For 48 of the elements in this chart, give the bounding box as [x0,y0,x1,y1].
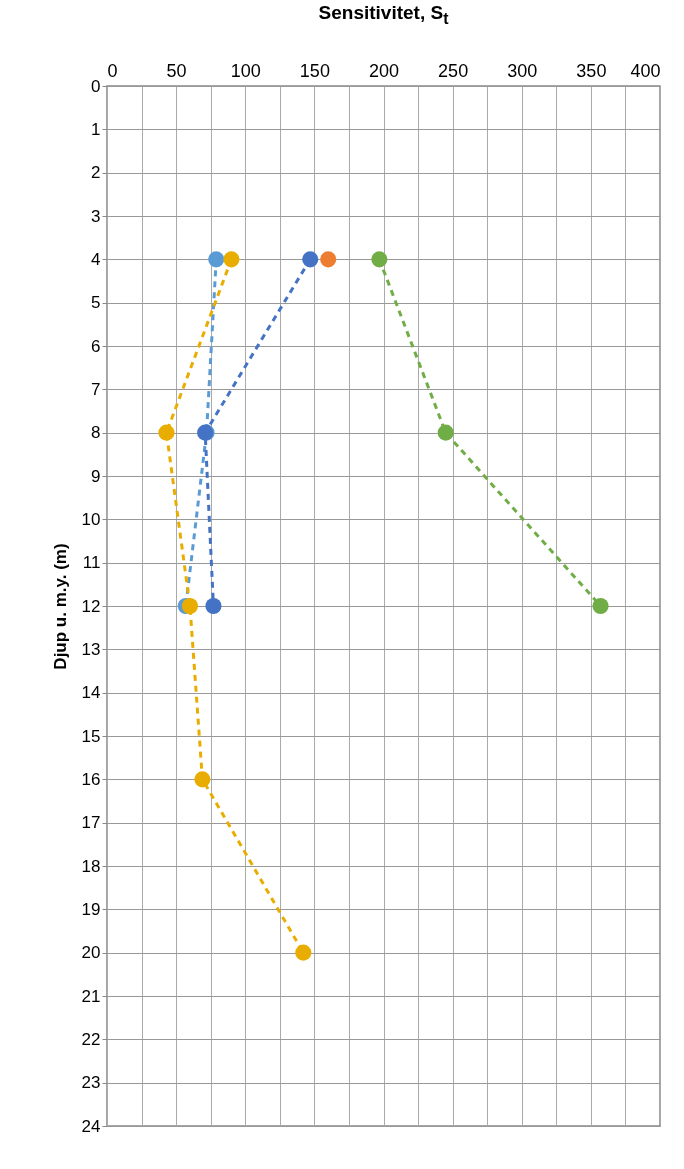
point [592,597,609,615]
y-tick-label: 5 [91,293,101,313]
y-axis-title: Djup u. m.y. (m) [50,543,70,670]
point [158,424,175,441]
x-tick-label: 250 [438,60,469,81]
y-tick-label: 12 [81,596,101,616]
x-tick-label: 50 [166,60,187,81]
point [371,251,388,268]
x-tick-label: 100 [230,60,261,81]
y-tick-label: 16 [81,769,101,789]
y-tick-label: 10 [81,509,101,529]
y-tick-label: 14 [81,683,101,703]
y-tick-label: 15 [81,726,101,746]
point [320,251,337,268]
y-tick-label: 0 [91,76,101,96]
y-tick-label: 6 [91,336,101,356]
x-tick-label: 350 [576,60,607,81]
point [223,251,240,268]
y-tick-label: 18 [81,856,101,876]
y-tick-label: 3 [91,206,101,226]
point [295,944,312,961]
y-tick-label: 1 [91,119,101,139]
point [437,424,454,441]
y-tick-label: 21 [81,986,101,1006]
y-tick-label: 11 [82,553,101,573]
x-tick-label: 150 [299,60,330,81]
y-tick-label: 7 [91,379,101,399]
y-tick-label: 20 [81,943,101,963]
y-tick-label: 22 [81,1029,101,1049]
y-tick-label: 8 [91,423,101,443]
y-tick-label: 9 [91,466,101,486]
point [205,597,222,615]
y-tick-label: 2 [91,163,101,183]
x-axis-title: Sensitivitet, S$_{t}$ [317,2,450,28]
point [181,597,199,615]
x-tick-label: 400 [630,60,661,81]
y-tick-label: 13 [81,639,101,659]
x-tick-label: 0 [107,60,118,81]
x-tick-label: 300 [507,60,538,81]
point [302,251,319,268]
y-tick-label: 4 [91,249,101,269]
y-tick-label: 24 [81,1116,101,1136]
y-tick-label: 23 [81,1073,101,1093]
x-tick-label: 200 [368,60,400,81]
y-tick-label: 17 [81,813,101,833]
y-tick-label: 19 [81,899,101,919]
point [194,771,211,788]
point [208,251,225,268]
